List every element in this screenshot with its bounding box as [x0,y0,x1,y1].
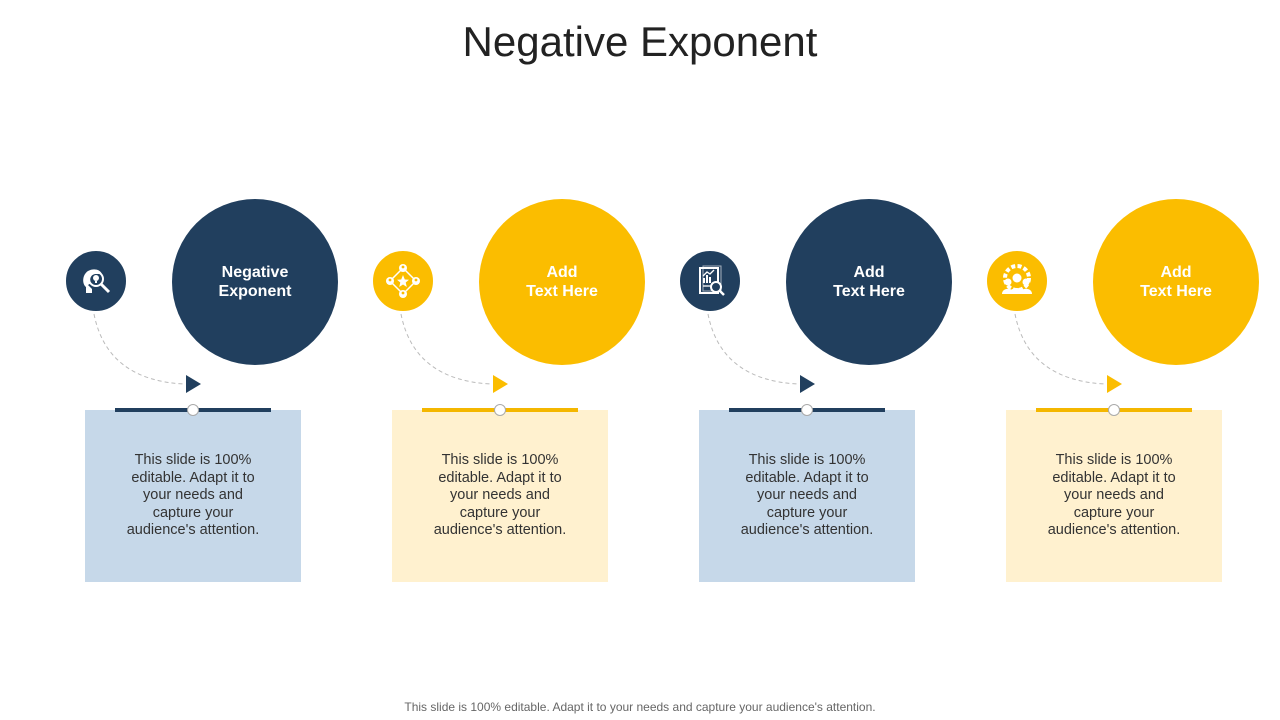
card-1: Negative Exponent This slide is 100% edit… [62,0,338,720]
card-4-description: This slide is 100% editable. Adapt it to… [1047,452,1181,539]
card-4-heading-line2: Text Here [1140,283,1212,300]
card-2-heading-line1: Add [546,264,578,281]
card-4-connector-dot [1108,404,1120,416]
card-1-heading-line2: Exponent [218,283,292,300]
card-2-connector-dot [494,404,506,416]
network-star-people-icon [371,249,435,313]
card-1-connector-dot [187,404,199,416]
dashed-arc-connector [93,313,201,393]
slide-title: Negative Exponent [462,18,818,65]
card-2-heading-line2: Text Here [526,283,598,300]
card-3-heading-line1: Add [853,264,885,281]
card-3-circle: Add Text Here [786,199,952,365]
card-1-heading-line1: Negative [221,264,289,281]
dashed-arc-connector [707,313,815,393]
card-2-circle: Add Text Here [479,199,645,365]
dashed-arc-connector [400,313,508,393]
card-3-description: This slide is 100% editable. Adapt it to… [740,452,874,539]
card-1-circle: Negative Exponent [172,199,338,365]
card-2: Add Text Here This slide is 100% editable… [369,0,645,720]
card-2-description-box: This slide is 100% editable. Adapt it to… [392,410,608,582]
gear-team-icon [985,249,1049,313]
card-4-heading-line1: Add [1160,264,1192,281]
card-3-connector-dot [801,404,813,416]
card-3-description-box: This slide is 100% editable. Adapt it to… [699,410,915,582]
report-chart-magnifier-icon [678,249,742,313]
head-lightbulb-magnifier-icon [64,249,128,313]
card-2-description: This slide is 100% editable. Adapt it to… [433,452,567,539]
card-1-description-box: This slide is 100% editable. Adapt it to… [85,410,301,582]
card-4-circle: Add Text Here [1093,199,1259,365]
card-3-heading-line2: Text Here [833,283,905,300]
footer-note: This slide is 100% editable. Adapt it to… [404,700,876,714]
dashed-arc-connector [1014,313,1122,393]
card-4-description-box: This slide is 100% editable. Adapt it to… [1006,410,1222,582]
card-4: Add Text Here This slide is 100% editable… [983,0,1259,720]
card-3: Add Text Here This slide is 100% editable… [676,0,952,720]
card-1-description: This slide is 100% editable. Adapt it to… [126,452,260,539]
